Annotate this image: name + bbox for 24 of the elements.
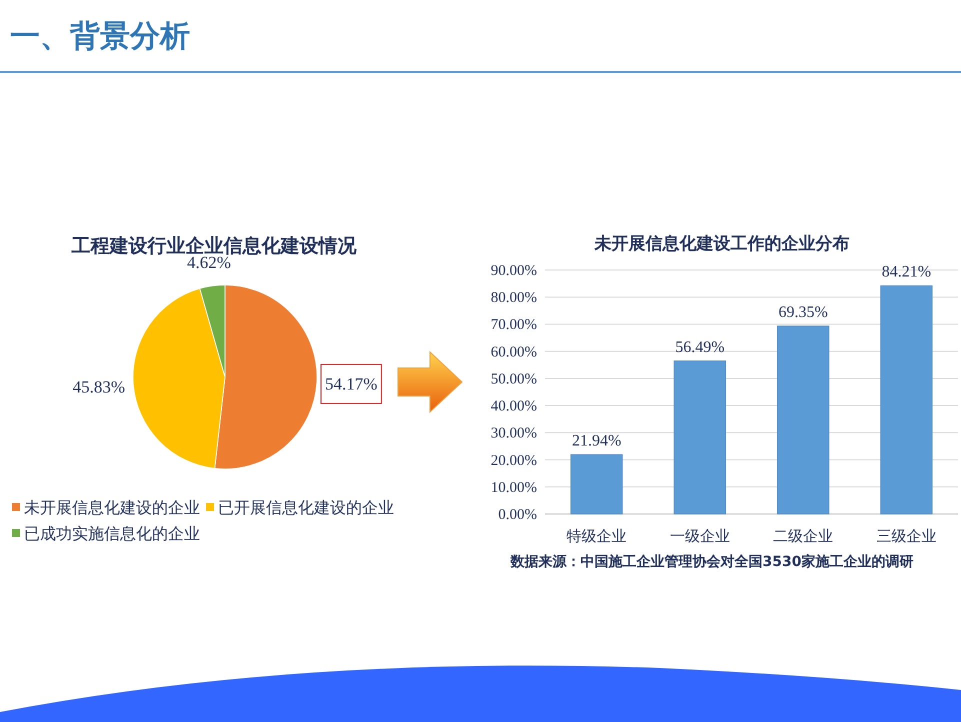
y-tick-label: 20.00%	[490, 452, 537, 469]
x-tick-label: 一级企业	[670, 527, 730, 545]
y-tick-label: 50.00%	[490, 371, 537, 388]
data-label: 56.49%	[675, 338, 725, 356]
y-tick-label: 60.00%	[490, 344, 537, 360]
x-tick-label: 二级企业	[773, 527, 834, 545]
data-label: 21.94%	[572, 432, 622, 450]
y-tick-label: 70.00%	[490, 317, 537, 334]
text: 一、背景分析	[10, 19, 190, 54]
y-tick-label: 80.00%	[490, 290, 537, 306]
y-tick-label: 10.00%	[490, 480, 537, 496]
x-tick-label: 三级企业	[876, 527, 936, 545]
data-label: 69.35%	[778, 304, 828, 321]
source-note: 数据来源：中国施工企业管理协会对全国3530家施工企业的调研	[510, 553, 914, 570]
chart-title: 工程建设行业企业信息化建设情况	[70, 235, 358, 257]
y-tick-label: 40.00%	[490, 398, 537, 415]
chart-title: 未开展信息化建设工作的企业分布	[594, 234, 850, 254]
data-label: 54.17%	[325, 374, 378, 394]
data-label: 84.21%	[882, 264, 932, 281]
x-tick-label: 特级企业	[566, 527, 627, 545]
y-tick-label: 0.00%	[498, 507, 537, 523]
data-label: 45.83%	[72, 378, 125, 397]
y-tick-label: 30.00%	[490, 426, 537, 442]
y-tick-label: 90.00%	[490, 263, 537, 279]
